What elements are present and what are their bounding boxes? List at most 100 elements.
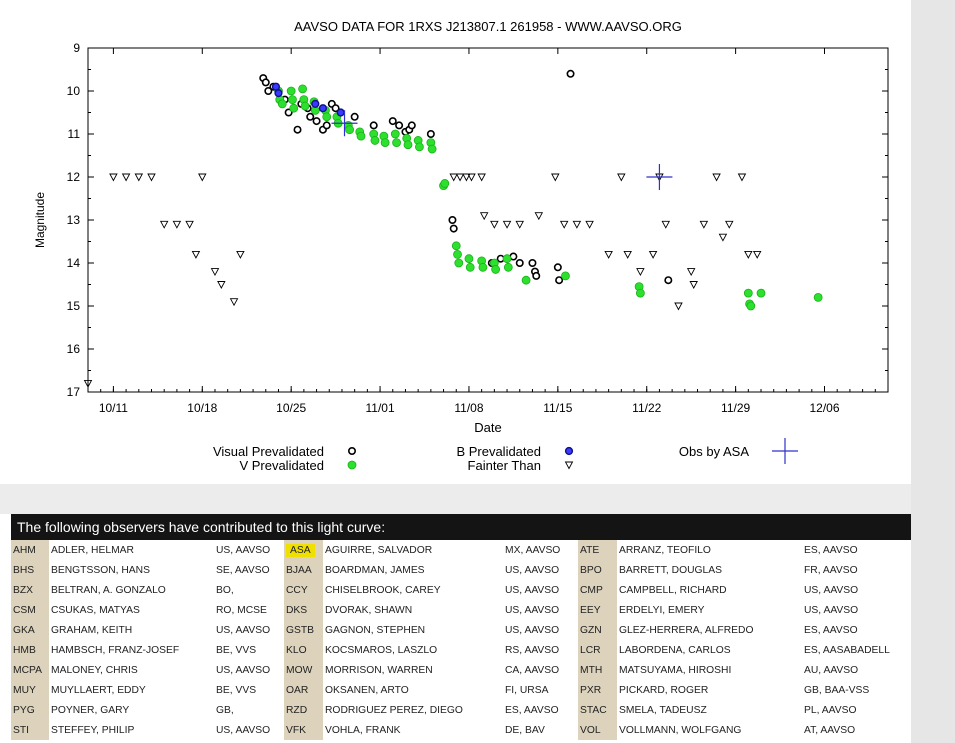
data-point: [288, 95, 297, 104]
legend-marker: [347, 460, 357, 470]
data-point: [534, 212, 544, 221]
observer-code: OAR: [284, 680, 323, 700]
data-point: [427, 144, 437, 154]
legend-label: Obs by ASA: [679, 444, 749, 459]
observer-loc: BE, VVS: [216, 644, 257, 656]
observer-code: AHM: [11, 540, 49, 560]
observer-name: RODRIGUEZ PEREZ, DIEGO: [325, 704, 463, 716]
observer-code-text: GSTB: [286, 624, 315, 636]
observer-loc: FI, URSA: [505, 684, 549, 696]
observer-name: STEFFEY, PHILIP: [51, 724, 135, 736]
x-tick-label: 10/11: [99, 401, 128, 415]
observer-code-text: KLO: [286, 644, 307, 656]
observer-code-text: CSM: [13, 604, 36, 616]
observer-code-text: BPO: [580, 564, 602, 576]
data-point: [121, 173, 131, 182]
observer-row: AHM ADLER, HELMAR US, AAVSO ASA AGUIRRE, SAL…: [11, 540, 911, 560]
observer-code: BPO: [578, 560, 617, 580]
observer-code: BZX: [11, 580, 49, 600]
data-point: [636, 268, 645, 277]
light-curve-svg: AAVSO DATA FOR 1RXS J213807.1 261958 - W…: [33, 19, 889, 473]
chart-title: AAVSO DATA FOR 1RXS J213807.1 261958 - W…: [294, 19, 682, 34]
observer-code-text: BJAA: [286, 564, 312, 576]
observer-code-text: ATE: [580, 544, 600, 556]
y-tick-label: 15: [67, 299, 81, 313]
data-point: [159, 220, 169, 229]
data-point: [274, 89, 283, 98]
observer-code-text: RZD: [286, 704, 308, 716]
data-point: [490, 220, 499, 229]
observer-code: MUY: [11, 680, 49, 700]
observer-code: STI: [11, 720, 49, 740]
data-point: [604, 250, 613, 259]
series-v: [274, 84, 823, 311]
data-point: [311, 99, 320, 109]
observer-code-text: AHM: [13, 544, 36, 556]
observer-code-text: STAC: [580, 704, 607, 716]
legend-label: B Prevalidated: [456, 444, 541, 459]
observer-loc: GB, BAA-VSS: [804, 684, 870, 696]
data-point: [515, 220, 524, 229]
observer-name: POYNER, GARY: [51, 704, 130, 716]
data-point: [617, 173, 626, 182]
observer-name: ERDELYI, EMERY: [619, 604, 705, 616]
data-point: [286, 86, 296, 96]
data-point: [370, 136, 380, 145]
data-point: [191, 250, 201, 259]
observer-loc: US, AAVSO: [804, 604, 859, 616]
observer-code: MCPA: [11, 660, 49, 680]
data-point: [648, 250, 658, 259]
data-point: [322, 121, 331, 130]
data-point: [559, 220, 569, 229]
observer-code: DKS: [284, 600, 323, 620]
data-point: [261, 78, 270, 87]
observer-name: SMELA, TADEUSZ: [619, 704, 707, 716]
data-point: [555, 276, 564, 285]
data-point: [478, 262, 488, 272]
data-point: [300, 101, 310, 111]
data-point: [217, 281, 226, 289]
observer-code: STAC: [578, 700, 617, 720]
observer-name: BENGTSSON, HANS: [51, 564, 150, 576]
observer-row: BHS BENGTSSON, HANS SE, AAVSO BJAA BOARDMAN,…: [11, 560, 911, 580]
y-axis: 9 10 11 12 13 14 15 16 17: [67, 41, 888, 399]
y-tick-label: 14: [67, 256, 81, 270]
y-tick-label: 10: [67, 84, 81, 98]
x-tick-label: 12/06: [809, 401, 839, 415]
data-point: [322, 112, 332, 122]
data-point: [403, 140, 413, 150]
data-point: [185, 220, 194, 229]
observer-code: GZN: [578, 620, 617, 640]
observer-code-text: LCR: [580, 644, 601, 656]
y-tick-label: 17: [67, 385, 81, 399]
x-tick-label: 11/08: [454, 401, 483, 415]
data-point: [449, 173, 458, 182]
data-point: [390, 129, 400, 139]
data-point: [744, 250, 753, 259]
data-point: [236, 250, 245, 259]
data-point: [467, 173, 476, 182]
observer-name: BELTRAN, A. GONZALO: [51, 584, 166, 596]
observer-name: DVORAK, SHAWN: [325, 604, 413, 616]
data-point: [566, 69, 575, 78]
y-tick-label: 9: [73, 41, 80, 55]
observer-code: ATE: [578, 540, 617, 560]
observer-code-text: MUY: [13, 684, 36, 696]
data-point: [561, 271, 570, 281]
observer-loc: GB,: [216, 704, 234, 716]
data-point: [369, 121, 378, 130]
observer-row: CSM CSUKAS, MATYAS RO, MCSE DKS DVORAK, SHAW…: [11, 600, 911, 620]
observer-name: AGUIRRE, SALVADOR: [325, 544, 433, 556]
page-background-strip: [911, 0, 955, 743]
observer-name: BOARDMAN, JAMES: [325, 564, 425, 576]
series-b: [271, 82, 345, 117]
y-axis-label: Magnitude: [33, 192, 47, 248]
observer-loc: ES, AAVSO: [804, 624, 858, 636]
data-point: [635, 288, 645, 298]
observer-code: VOL: [578, 720, 617, 740]
data-point: [210, 268, 220, 277]
data-point: [551, 173, 560, 182]
series-asa: [331, 110, 673, 190]
data-point: [134, 173, 144, 182]
observer-code: GKA: [11, 620, 49, 640]
